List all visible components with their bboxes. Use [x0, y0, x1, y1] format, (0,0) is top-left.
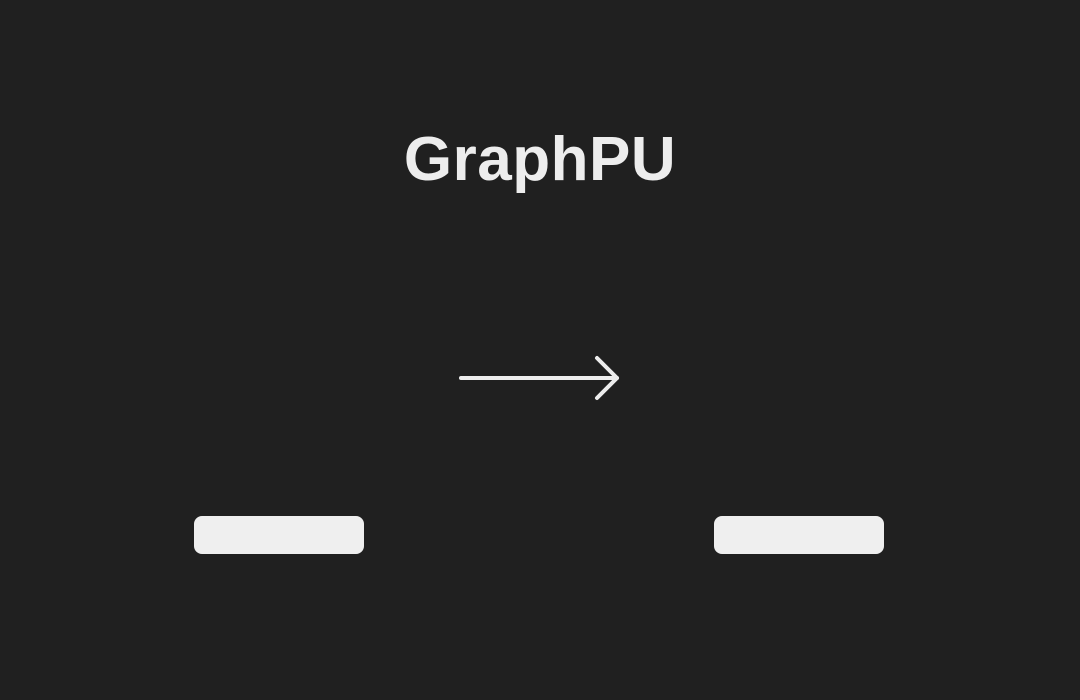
right-button[interactable] [714, 516, 884, 554]
app-title: GraphPU [403, 125, 677, 194]
left-button[interactable] [194, 516, 364, 554]
right-arrow-icon [459, 356, 619, 400]
